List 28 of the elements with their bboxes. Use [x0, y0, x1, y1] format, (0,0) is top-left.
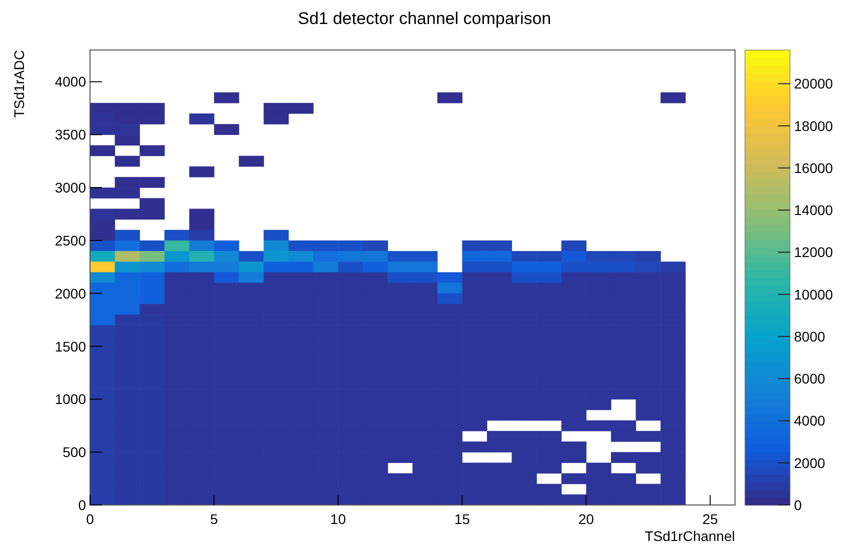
color-bar-label: 10000	[794, 286, 834, 302]
y-tick-label: 4000	[54, 74, 86, 90]
color-bar-label: 14000	[794, 202, 834, 218]
y-tick-label: 1000	[54, 391, 86, 408]
y-axis-title: TSd1rADC	[11, 50, 27, 118]
color-bar-label: 6000	[794, 370, 826, 387]
chart-title: Sd1 detector channel comparison	[298, 9, 552, 28]
color-bar-label: 12000	[794, 244, 834, 260]
color-bar-label: 18000	[794, 118, 834, 134]
color-bar-label: 4000	[794, 412, 826, 429]
y-tick-label: 3000	[54, 180, 86, 196]
y-tick-label: 3500	[54, 126, 86, 143]
y-tick-label: 2000	[54, 285, 86, 302]
y-tick-label: 500	[62, 444, 86, 460]
y-tick-label: 2500	[54, 232, 86, 248]
color-bar-label: 0	[794, 497, 802, 513]
x-tick-label: 20	[578, 511, 594, 527]
x-tick-label: 15	[454, 511, 470, 527]
x-axis-title: TSd1rChannel	[644, 528, 735, 544]
color-bar-label: 8000	[794, 328, 826, 344]
color-bar-label: 2000	[794, 454, 826, 471]
x-tick-label: 5	[210, 511, 218, 527]
y-tick-label: 1500	[54, 338, 86, 354]
y-tick-label: 0	[78, 497, 86, 513]
color-bar-label: 16000	[794, 160, 834, 176]
x-tick-label: 25	[702, 511, 718, 527]
color-bar-label: 20000	[794, 76, 834, 92]
x-tick-label: 10	[330, 511, 346, 527]
